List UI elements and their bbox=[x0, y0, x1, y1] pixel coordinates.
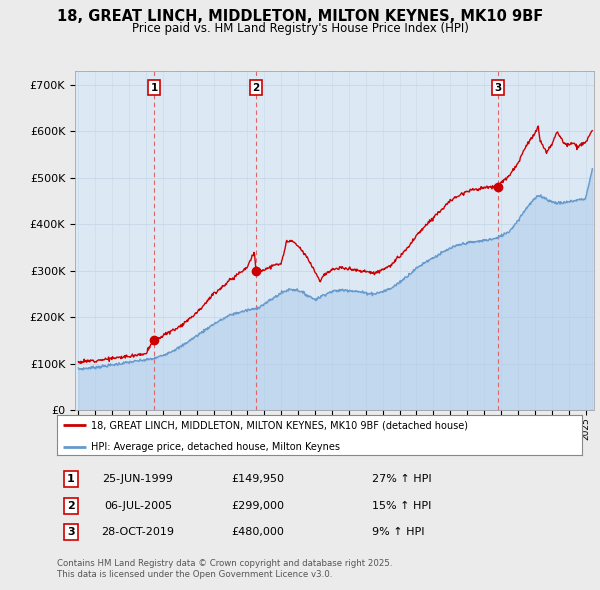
Text: 28-OCT-2019: 28-OCT-2019 bbox=[101, 527, 175, 537]
Text: 15% ↑ HPI: 15% ↑ HPI bbox=[372, 501, 431, 510]
Text: 06-JUL-2005: 06-JUL-2005 bbox=[104, 501, 172, 510]
Text: 9% ↑ HPI: 9% ↑ HPI bbox=[372, 527, 425, 537]
Text: 3: 3 bbox=[494, 83, 502, 93]
Text: 25-JUN-1999: 25-JUN-1999 bbox=[103, 474, 173, 484]
Text: Price paid vs. HM Land Registry's House Price Index (HPI): Price paid vs. HM Land Registry's House … bbox=[131, 22, 469, 35]
Text: 18, GREAT LINCH, MIDDLETON, MILTON KEYNES, MK10 9BF (detached house): 18, GREAT LINCH, MIDDLETON, MILTON KEYNE… bbox=[91, 421, 468, 430]
Text: HPI: Average price, detached house, Milton Keynes: HPI: Average price, detached house, Milt… bbox=[91, 442, 340, 452]
Text: 1: 1 bbox=[151, 83, 158, 93]
Text: £149,950: £149,950 bbox=[232, 474, 284, 484]
Text: 2: 2 bbox=[67, 501, 74, 510]
Text: 3: 3 bbox=[67, 527, 74, 537]
Text: 1: 1 bbox=[67, 474, 74, 484]
Text: £480,000: £480,000 bbox=[232, 527, 284, 537]
Text: 27% ↑ HPI: 27% ↑ HPI bbox=[372, 474, 431, 484]
Text: Contains HM Land Registry data © Crown copyright and database right 2025.
This d: Contains HM Land Registry data © Crown c… bbox=[57, 559, 392, 579]
Text: 2: 2 bbox=[253, 83, 260, 93]
Text: 18, GREAT LINCH, MIDDLETON, MILTON KEYNES, MK10 9BF: 18, GREAT LINCH, MIDDLETON, MILTON KEYNE… bbox=[57, 9, 543, 24]
Text: £299,000: £299,000 bbox=[232, 501, 284, 510]
